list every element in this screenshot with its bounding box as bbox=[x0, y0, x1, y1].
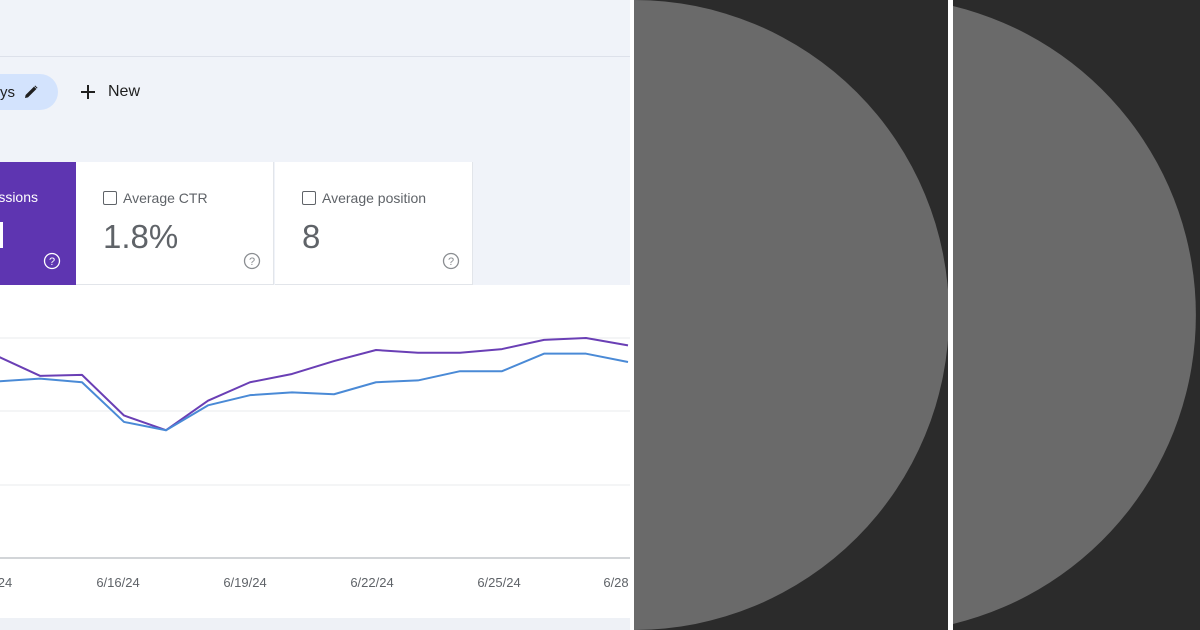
series-line-2 bbox=[0, 352, 629, 432]
date-range-chip[interactable]: ys bbox=[0, 74, 58, 110]
svg-text:?: ? bbox=[49, 256, 55, 268]
x-tick-label: 6/28 bbox=[603, 575, 628, 590]
metric-card-impressions[interactable]: ssions ? bbox=[0, 162, 76, 285]
metric-card-position[interactable]: Average position 8 ? bbox=[275, 162, 473, 285]
performance-chart: 24 6/16/24 6/19/24 6/22/24 6/25/24 6/28 bbox=[0, 285, 630, 630]
metric-card-ctr[interactable]: Average CTR 1.8% ? bbox=[76, 162, 274, 285]
position-value: 8 bbox=[302, 218, 321, 255]
header-divider bbox=[0, 56, 630, 57]
ctr-label: Average CTR bbox=[123, 190, 208, 206]
x-tick-label: 24 bbox=[0, 575, 12, 590]
panel-separator bbox=[630, 0, 634, 630]
x-tick-label: 6/19/24 bbox=[223, 575, 266, 590]
position-checkbox[interactable] bbox=[302, 191, 316, 205]
help-icon[interactable]: ? bbox=[43, 252, 61, 270]
new-button-label: New bbox=[108, 83, 141, 100]
new-filter-button[interactable]: New bbox=[78, 76, 140, 108]
decorative-panel bbox=[953, 0, 1200, 630]
svg-text:?: ? bbox=[448, 256, 454, 268]
bottom-strip bbox=[0, 618, 630, 630]
search-console-panel: ys New ssions ? Average CTR 1.8% ? Avera… bbox=[0, 0, 630, 630]
performance-chart-svg: 24 6/16/24 6/19/24 6/22/24 6/25/24 6/28 bbox=[0, 337, 630, 590]
help-icon[interactable]: ? bbox=[442, 252, 460, 270]
position-label: Average position bbox=[322, 190, 427, 206]
plus-icon bbox=[78, 82, 98, 102]
x-tick-label: 6/25/24 bbox=[477, 575, 520, 590]
half-circle-shape bbox=[634, 0, 948, 630]
series-line-1 bbox=[0, 337, 629, 432]
date-range-label: ys bbox=[0, 83, 15, 101]
pencil-icon[interactable] bbox=[23, 84, 39, 100]
decorative-panel bbox=[634, 0, 948, 630]
ctr-value: 1.8% bbox=[103, 218, 179, 255]
panel-separator bbox=[948, 0, 953, 630]
half-circle-shape bbox=[953, 6, 1196, 624]
ctr-checkbox[interactable] bbox=[103, 191, 117, 205]
impressions-label: ssions bbox=[0, 189, 38, 205]
impressions-value-fragment bbox=[0, 222, 3, 248]
help-icon[interactable]: ? bbox=[243, 252, 261, 270]
x-tick-label: 6/22/24 bbox=[350, 575, 393, 590]
svg-text:?: ? bbox=[249, 256, 255, 268]
x-tick-label: 6/16/24 bbox=[96, 575, 139, 590]
